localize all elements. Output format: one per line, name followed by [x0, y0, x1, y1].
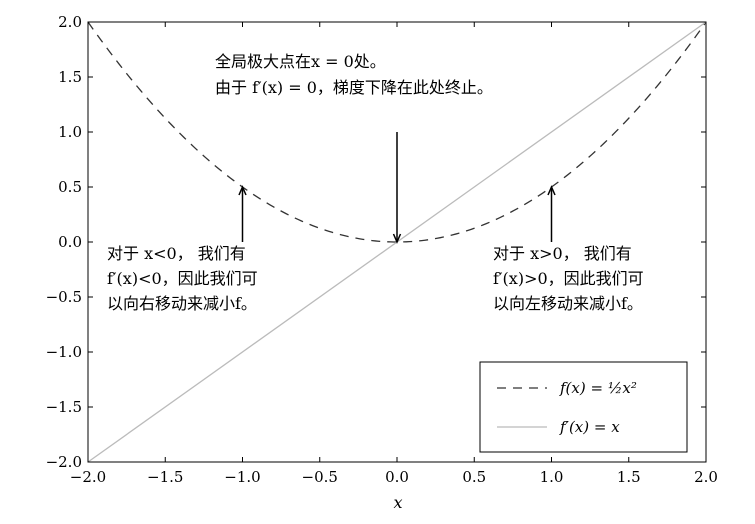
annotation-center-line-2: 由于 f′(x) = 0，梯度下降在此处终止。 [215, 78, 493, 97]
annotation-arrowhead-0 [392, 233, 402, 244]
y-tick-label: 0.0 [58, 233, 82, 251]
x-tick-label: 1.0 [540, 468, 564, 486]
x-tick-label: 0.0 [385, 468, 409, 486]
x-tick-label: 1.5 [617, 468, 641, 486]
annotation-arrows [238, 132, 556, 244]
annotation-left-line-3: 以向右移动来减小f。 [107, 294, 257, 313]
annotation-left-line-2: f′(x)<0，因此我们可 [107, 269, 258, 288]
x-tick-label: −1.0 [224, 468, 260, 486]
x-tick-label: −2.0 [70, 468, 106, 486]
annotation-center-line-1: 全局极大点在x = 0处。 [215, 52, 386, 71]
y-tick-label: 2.0 [58, 13, 82, 31]
x-tick-label: −1.5 [147, 468, 183, 486]
axis-ticks: −2.0 −1.5 −1.0 −0.5 0.0 0.5 1.0 1.5 2.0 −2.0 −1.5 −… [46, 13, 718, 486]
y-tick-label: −1.0 [46, 343, 82, 361]
legend-entry-fprime: f′(x) = x [559, 418, 620, 436]
annotation-right-line-1: 对于 x>0， 我们有 [493, 244, 632, 263]
y-tick-label: 1.5 [58, 68, 82, 86]
series-f-curve [87, 21, 707, 243]
annotation-arrowhead-2 [547, 185, 556, 196]
y-tick-label: −1.5 [46, 398, 82, 416]
y-tick-label: 0.5 [58, 178, 82, 196]
annotation-left-line-1: 对于 x<0， 我们有 [107, 244, 246, 263]
annotation-arrowhead-1 [238, 185, 247, 196]
x-axis-label: x [393, 493, 402, 512]
y-tick-label: −2.0 [46, 453, 82, 471]
x-tick-label: −0.5 [302, 468, 338, 486]
x-tick-label: 2.0 [694, 468, 718, 486]
y-tick-label: 1.0 [58, 123, 82, 141]
legend-box [479, 361, 688, 453]
legend: f(x) = ½x² f′(x) = x [479, 361, 688, 453]
legend-entry-f: f(x) = ½x² [559, 379, 637, 397]
annotation-right-line-3: 以向左移动来减小f。 [493, 294, 643, 313]
y-tick-label: −0.5 [46, 288, 82, 306]
x-tick-label: 0.5 [462, 468, 486, 486]
annotation-right-line-2: f′(x)>0，因此我们可 [493, 269, 644, 288]
